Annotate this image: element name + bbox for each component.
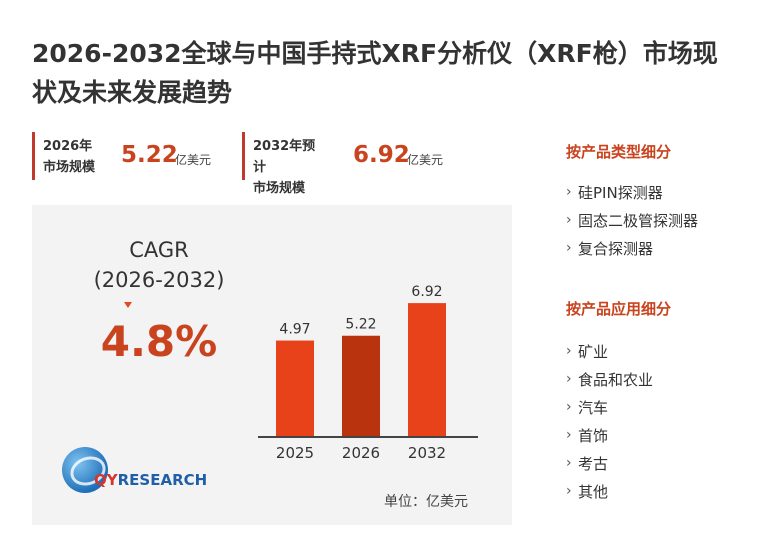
page-title: 2026-2032全球与中国手持式XRF分析仪（XRF枪）市场现状及未来发展趋势 <box>32 39 718 107</box>
application-segment-list: › 矿业 › 食品和农业 › 汽车 › 首饰 › 考古 › 其他 <box>566 337 653 505</box>
bar-2025 <box>276 340 314 436</box>
logo-text: QYRESEARCH <box>94 471 208 489</box>
chevron-right-icon: › <box>566 483 572 499</box>
chevron-right-icon: › <box>566 184 572 200</box>
qyresearch-logo: QYRESEARCH <box>58 443 207 503</box>
cagr-label: CAGR (2026-2032) <box>64 235 254 295</box>
segment-item-label: 食品和农业 <box>578 370 654 389</box>
chevron-right-icon: › <box>566 343 572 359</box>
segment-item-label: 矿业 <box>578 342 609 361</box>
segment-item: › 汽车 <box>566 393 653 421</box>
stat-2032-market-size: 2032年预计 市场规模 6.92 亿美元 <box>242 132 462 196</box>
bar-chart: 4.97 2025 5.22 2026 6.92 2032 <box>258 284 478 462</box>
data-label: 6.92 <box>411 284 442 300</box>
segment-item: › 矿业 <box>566 337 653 365</box>
stat-label: 2026年 市场规模 <box>43 139 96 175</box>
cagr-value: 4.8% <box>100 317 218 366</box>
cagr-arrow-icon <box>124 302 132 308</box>
segment-item: › 首饰 <box>566 421 653 449</box>
stat-unit: 亿美元 <box>407 153 444 167</box>
stat-label: 2032年预计 市场规模 <box>253 139 316 196</box>
segment-item: › 其他 <box>566 477 653 505</box>
cagr-label-line1: CAGR <box>129 238 189 262</box>
stat-2026-market-size: 2026年 市场规模 5.22 亿美元 <box>32 132 232 180</box>
data-label: 5.22 <box>345 317 376 333</box>
chevron-right-icon: › <box>566 455 572 471</box>
segment-item: › 硅PIN探测器 <box>566 178 698 206</box>
chevron-right-icon: › <box>566 399 572 415</box>
application-segment-heading: 按产品应用细分 <box>566 300 672 318</box>
stat-value: 6.92 <box>353 142 410 168</box>
chevron-right-icon: › <box>566 240 572 256</box>
segment-item-label: 首饰 <box>578 426 609 445</box>
x-tick-label: 2026 <box>342 444 380 462</box>
segment-item: › 食品和农业 <box>566 365 653 393</box>
chevron-right-icon: › <box>566 212 572 228</box>
segment-item-label: 固态二极管探测器 <box>578 211 699 230</box>
stat-value: 5.22 <box>121 142 178 168</box>
segment-item-label: 硅PIN探测器 <box>578 183 663 202</box>
bar-2026 <box>342 335 380 436</box>
data-label: 4.97 <box>279 322 310 338</box>
globe-icon <box>62 447 108 493</box>
unit-note: 单位：亿美元 <box>384 494 468 510</box>
stat-unit: 亿美元 <box>175 153 212 167</box>
chevron-right-icon: › <box>566 427 572 443</box>
product-segment-list: › 硅PIN探测器 › 固态二极管探测器 › 复合探测器 <box>566 178 698 262</box>
segment-item: › 固态二极管探测器 <box>566 206 698 234</box>
chart-panel: CAGR (2026-2032) 4.8% 4.97 2025 5.22 2026 6.… <box>32 205 512 525</box>
x-tick-label: 2025 <box>276 444 314 462</box>
chevron-right-icon: › <box>566 371 572 387</box>
segment-item-label: 汽车 <box>578 398 609 417</box>
segment-item-label: 复合探测器 <box>578 239 654 258</box>
bar-2032 <box>408 303 446 436</box>
segment-item: › 复合探测器 <box>566 234 698 262</box>
segment-item: › 考古 <box>566 449 653 477</box>
segment-item-label: 考古 <box>578 454 609 473</box>
segment-item-label: 其他 <box>578 482 609 501</box>
cagr-label-line2: (2026-2032) <box>93 268 225 292</box>
product-segment-heading: 按产品类型细分 <box>566 143 672 161</box>
x-tick-label: 2032 <box>408 444 446 462</box>
